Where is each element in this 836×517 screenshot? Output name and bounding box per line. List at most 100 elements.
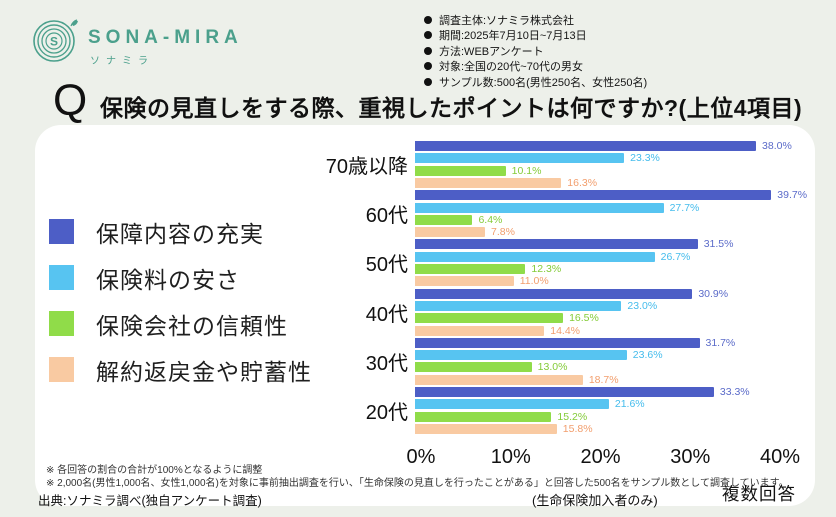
- survey-detail-text: 期間:2025年7月10日~7月13日: [439, 30, 587, 43]
- bar: [415, 288, 693, 299]
- x-axis: 0% 10% 20% 30% 40%: [0, 446, 836, 472]
- legend-item: 保険料の安さ: [49, 265, 312, 293]
- chart-group: 30代 31.7% 23.6% 13.0% 18.7%: [300, 338, 820, 385]
- group-label: 60代: [365, 205, 408, 228]
- bar-value-label: 14.4%: [550, 324, 581, 337]
- bar-row: 38.0%: [415, 141, 792, 151]
- bar-value-label: 15.2%: [557, 410, 588, 423]
- bar-value-label: 23.0%: [627, 299, 658, 312]
- bullet-icon: [424, 62, 432, 71]
- legend-label: 保険料の安さ: [96, 266, 240, 293]
- group-label: 20代: [365, 401, 408, 424]
- survey-detail-text: 対象:全国の20代~70代の男女: [439, 61, 583, 74]
- bar: [415, 239, 698, 250]
- bar-row: 13.0%: [415, 361, 735, 374]
- bar-value-label: 23.6%: [632, 349, 663, 362]
- bar-row: 23.3%: [415, 152, 792, 165]
- question-mark-glyph: Q: [53, 76, 88, 125]
- footnote-adjustment: ※ 各回答の割合の合計が100%となるように調整: [46, 465, 263, 476]
- bar-value-label: 21.6%: [614, 398, 645, 411]
- legend-swatch: [49, 357, 74, 382]
- bar-row: 23.0%: [415, 301, 728, 311]
- bullet-icon: [424, 46, 432, 55]
- survey-detail-item: サンプル数:500名(男性250名、女性250名): [424, 74, 647, 90]
- legend-label: 解約返戻金や貯蓄性: [96, 358, 312, 385]
- bar: [415, 251, 655, 262]
- bar: [415, 300, 622, 311]
- survey-detail-item: 方法:WEBアンケート: [424, 43, 647, 59]
- survey-detail-item: 調査主体:ソナミラ株式会社: [424, 12, 647, 28]
- bar-stack: 33.3% 21.6% 15.2% 15.8%: [415, 387, 750, 434]
- sona-mira-rings-icon: S: [33, 19, 78, 62]
- bar-row: 10.1%: [415, 164, 792, 177]
- bar: [415, 386, 714, 397]
- bar-value-label: 13.0%: [537, 361, 568, 374]
- bar: [415, 423, 557, 434]
- chart-legend: 保障内容の充実 保険料の安さ保険会社の信頼性 解約返戻金や貯蓄性: [49, 219, 312, 403]
- bar-value-label: 16.5%: [569, 312, 599, 325]
- bar-value-label: 18.7%: [588, 373, 619, 386]
- subject-note: (生命保険加入者のみ): [532, 493, 658, 508]
- bar-stack: 39.7% 27.7% 6.4% 7.8%: [415, 190, 807, 237]
- chart-group: 60代 39.7% 27.7% 6.4% 7.8%: [300, 190, 820, 237]
- bar-value-label: 23.3%: [630, 152, 660, 165]
- source-credit: 出典:ソナミラ調べ(独自アンケート調査): [38, 494, 262, 508]
- bar-value-label: 27.7%: [669, 201, 700, 214]
- bar-value-label: 11.0%: [519, 275, 549, 288]
- bar: [415, 190, 772, 201]
- answer-type-label: 複数回答: [722, 484, 796, 504]
- bar: [415, 374, 583, 385]
- chart-group: 70歳以降 38.0% 23.3% 10.1% 16.3%: [300, 141, 820, 188]
- bar: [415, 350, 627, 361]
- bullet-icon: [424, 77, 432, 86]
- bar-value-label: 30.9%: [698, 287, 729, 300]
- bar: [415, 177, 562, 188]
- bar-row: 6.4%: [415, 215, 807, 225]
- group-label: 30代: [365, 352, 408, 375]
- survey-details-list: 調査主体:ソナミラ株式会社 期間:2025年7月10日~7月13日 方法:WEBアン…: [424, 12, 647, 90]
- bar-row: 27.7%: [415, 201, 807, 214]
- legend-swatch: [49, 265, 74, 290]
- bar-row: 14.4%: [415, 324, 728, 337]
- bar-row: 31.5%: [415, 238, 734, 251]
- bar: [415, 337, 700, 348]
- bar: [415, 165, 506, 176]
- brand-logo: S SONA-MIRA ソナミラ: [30, 15, 243, 67]
- survey-detail-text: 方法:WEBアンケート: [439, 45, 544, 58]
- bar-row: 23.6%: [415, 350, 735, 360]
- bar-value-label: 12.3%: [531, 263, 562, 276]
- brand-name: SONA-MIRA: [88, 27, 243, 48]
- bar-row: 31.7%: [415, 338, 735, 348]
- survey-detail-text: サンプル数:500名(男性250名、女性250名): [439, 76, 648, 89]
- bar-stack: 31.7% 23.6% 13.0% 18.7%: [415, 338, 735, 385]
- bar: [415, 276, 514, 287]
- group-label: 40代: [365, 303, 408, 326]
- legend-swatch: [49, 219, 74, 244]
- bar-value-label: 15.8%: [562, 422, 593, 435]
- bar-value-label: 31.5%: [703, 238, 734, 251]
- legend-label: 保障内容の充実: [96, 220, 264, 247]
- bar-row: 39.7%: [415, 190, 807, 200]
- footnote-sampling: ※ 2,000名(男性1,000名、女性1,000名)を対象に事前抽出調査を行い…: [46, 478, 789, 489]
- bar-row: 21.6%: [415, 398, 750, 411]
- bar: [415, 399, 609, 410]
- svg-text:S: S: [50, 35, 58, 49]
- bar: [415, 325, 545, 336]
- bar: [415, 411, 552, 422]
- bar: [415, 153, 625, 164]
- bar-row: 11.0%: [415, 275, 733, 288]
- bar: [415, 264, 526, 275]
- chart-rows: 70歳以降 38.0% 23.3% 10.1% 16.3% 60代 39.7% 27.7% 6.…: [300, 141, 820, 436]
- survey-detail-text: 調査主体:ソナミラ株式会社: [439, 14, 575, 27]
- bar-stack: 31.5% 26.7% 12.3% 11.0%: [415, 238, 734, 288]
- chart-group: 40代 30.9% 23.0% 16.5% 14.4%: [300, 287, 820, 337]
- bar-value-label: 16.3%: [567, 176, 598, 189]
- bar-value-label: 6.4%: [478, 213, 503, 226]
- axis-tick-label: 10%: [490, 446, 531, 468]
- bar-value-label: 10.1%: [511, 164, 542, 177]
- legend-label: 保険会社の信頼性: [96, 312, 288, 339]
- survey-detail-item: 対象:全国の20代~70代の男女: [424, 59, 647, 75]
- page-title: 保険の見直しをする際、重視したポイントは何ですか?(上位4項目): [100, 95, 803, 121]
- bar-row: 26.7%: [415, 251, 733, 262]
- bar-row: 30.9%: [415, 287, 729, 300]
